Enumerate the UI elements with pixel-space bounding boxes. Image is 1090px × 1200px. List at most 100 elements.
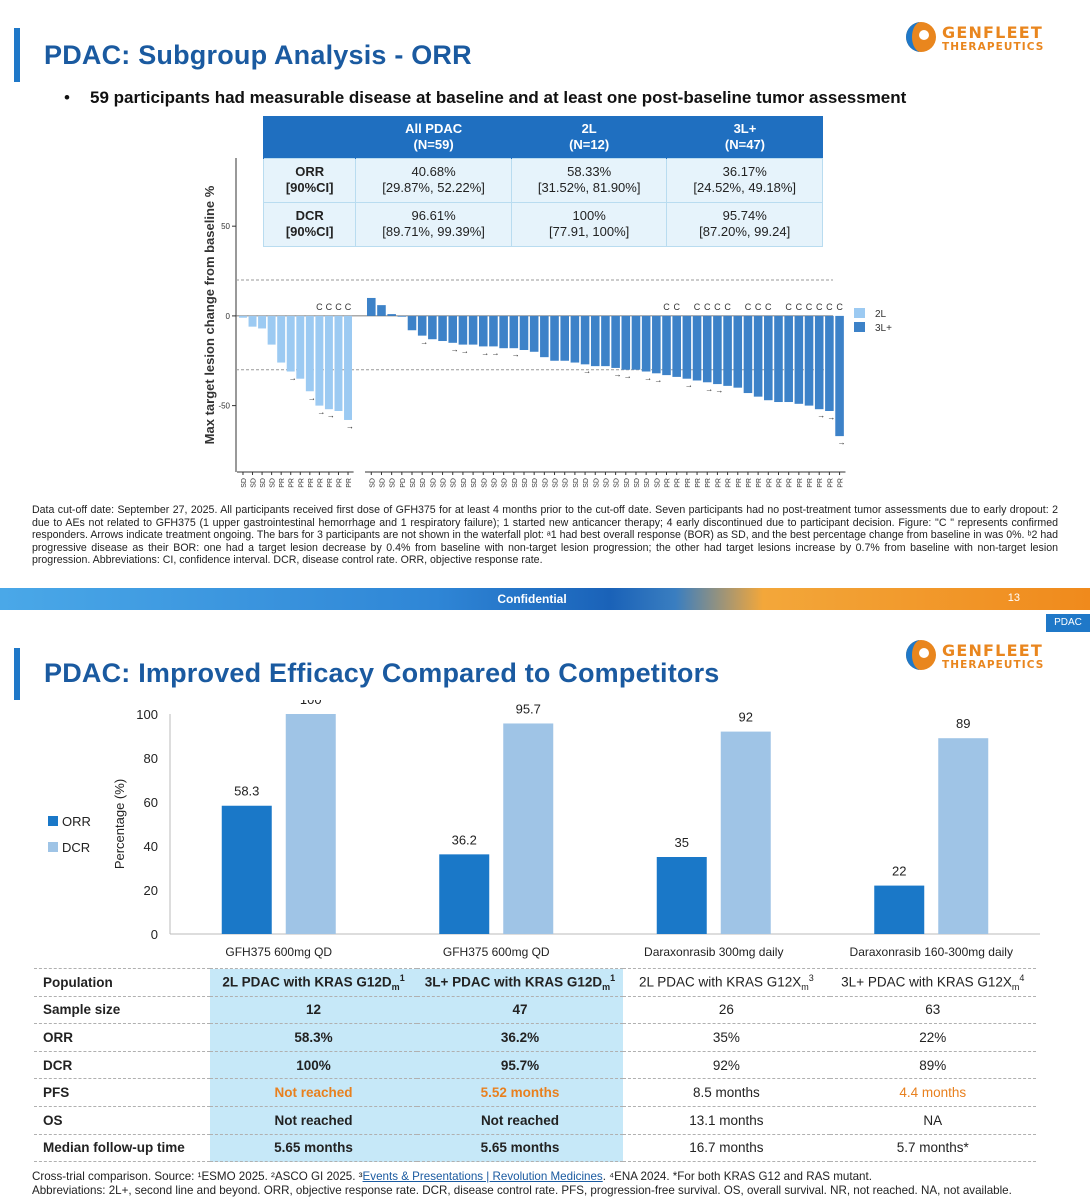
- section-tag: PDAC: [1046, 614, 1090, 632]
- waterfall-bar: [560, 315, 569, 361]
- row-label: ORR: [34, 1023, 211, 1052]
- table-cell: 3L+ PDAC with KRAS G12Xm4: [829, 968, 1036, 997]
- bar-orr: [221, 805, 272, 934]
- table-cell: 58.3%: [210, 1023, 417, 1052]
- waterfall-bar: [428, 315, 437, 340]
- waterfall-bar: [468, 315, 478, 345]
- table-cell: 36.2%: [416, 1023, 624, 1052]
- confirmed-marker: C: [785, 302, 792, 312]
- table-cell: 8.5 months: [623, 1078, 830, 1107]
- table-cell: 13.1 months: [623, 1106, 830, 1135]
- data-label: 58.3: [234, 784, 259, 799]
- summary-header-empty: [262, 116, 356, 158]
- waterfall-bar: [723, 315, 732, 386]
- x-tick-label: PR: [705, 478, 712, 488]
- waterfall-bar: [672, 315, 681, 377]
- summary-cell: 96.61% [89.71%, 99.39%]: [355, 201, 512, 247]
- sources-line: Cross-trial comparison. Source: ¹ESMO 20…: [32, 1170, 872, 1183]
- x-tick-label: SD: [379, 478, 386, 488]
- waterfall-bar: [814, 315, 824, 410]
- table-cell: 5.7 months*: [829, 1134, 1036, 1163]
- waterfall-bar: [692, 315, 702, 381]
- x-category-label: Daraxonrasib 300mg daily: [644, 945, 783, 959]
- title-accent-bar: [14, 648, 20, 700]
- table-cell: 89%: [829, 1051, 1036, 1080]
- x-tick-label: PR: [675, 478, 682, 488]
- y-axis-label: Percentage (%): [112, 779, 127, 869]
- waterfall-bar: [764, 315, 773, 401]
- waterfall-bar: [277, 315, 286, 363]
- table-cell: 2L PDAC with KRAS G12Xm3: [623, 968, 830, 997]
- row-label: OS: [34, 1106, 211, 1135]
- data-label: 36.2: [452, 832, 477, 847]
- waterfall-bar: [825, 315, 834, 411]
- table-row: DCR 100% 95.7% 92% 89%: [34, 1051, 1036, 1080]
- table-cell: 22%: [829, 1023, 1036, 1052]
- waterfall-bar: [239, 315, 247, 318]
- legend-swatch: [48, 842, 58, 852]
- data-label: 89: [956, 716, 970, 731]
- x-category-label: GFH375 600mg QD: [225, 945, 332, 959]
- confirmed-marker: C: [836, 302, 843, 312]
- waterfall-bar: [315, 315, 324, 406]
- waterfall-bar: [519, 315, 529, 350]
- waterfall-bar: [702, 315, 712, 383]
- header-label: 2L: [581, 120, 597, 136]
- bar-orr: [874, 885, 925, 934]
- table-cell: 12: [210, 996, 417, 1025]
- waterfall-bar: [804, 315, 814, 406]
- genfleet-logo: GENFLEET THERAPEUTICS: [904, 20, 1069, 62]
- logo-name: GENFLEET: [942, 641, 1043, 660]
- confirmed-marker: C: [796, 302, 803, 312]
- x-tick-label: SD: [603, 478, 610, 488]
- waterfall-bar: [580, 315, 590, 365]
- waterfall-bar: [387, 314, 396, 316]
- header-n: (N=59): [413, 136, 454, 152]
- table-cell: 16.7 months: [623, 1134, 830, 1163]
- y-axis-label: Max target lesion change from baseline %: [202, 185, 217, 444]
- table-cell: 47: [416, 996, 624, 1025]
- x-tick-label: SD: [451, 478, 458, 488]
- slide-efficacy-comparison: PDAC PDAC: Improved Efficacy Compared to…: [0, 610, 1090, 1200]
- x-tick-label: SD: [260, 478, 267, 488]
- waterfall-bar: [397, 315, 407, 317]
- bar-dcr: [285, 714, 336, 934]
- waterfall-bar: [570, 315, 580, 363]
- header-n: (N=12): [569, 136, 610, 152]
- efficacy-bar-chart: Percentage (%) 0 20 40 60 80 100 58.3 100 GFH375 …: [48, 700, 1040, 959]
- revolution-medicines-link[interactable]: Events & Presentations | Revolution Medi…: [362, 1170, 603, 1183]
- waterfall-bar: [248, 315, 257, 327]
- x-tick-label: SD: [624, 478, 631, 488]
- data-label: 95.7: [516, 701, 541, 716]
- summary-row-label: ORR [90%CI]: [262, 157, 357, 203]
- waterfall-bar: [438, 315, 447, 342]
- x-tick-label: SD: [251, 478, 258, 488]
- x-tick-label: PR: [838, 478, 845, 488]
- table-cell: Not reached: [416, 1106, 624, 1135]
- x-tick-label: PR: [807, 478, 814, 488]
- y-tick-label: 0: [151, 927, 158, 942]
- data-label: 92: [739, 710, 753, 725]
- waterfall-bar: [448, 315, 458, 343]
- legend-label: DCR: [62, 840, 90, 855]
- data-label: 22: [892, 864, 906, 879]
- x-tick-label: PR: [279, 478, 286, 488]
- x-tick-label: PR: [827, 478, 834, 488]
- waterfall-bar: [344, 315, 352, 420]
- bar-dcr: [720, 731, 771, 934]
- waterfall-bar: [550, 315, 559, 361]
- waterfall-bar: [753, 315, 763, 397]
- table-cell: 35%: [623, 1023, 830, 1052]
- table-cell: 100%: [210, 1051, 417, 1080]
- bar-orr: [656, 857, 707, 934]
- waterfall-bar: [784, 315, 793, 403]
- table-cell: 95.7%: [416, 1051, 624, 1080]
- x-tick-label: SD: [583, 478, 590, 488]
- confidential-footer-bar: Confidential 13: [0, 588, 1090, 610]
- legend-label: 3L+: [875, 323, 892, 334]
- waterfall-bar: [652, 315, 661, 374]
- summary-row-label: DCR [90%CI]: [262, 201, 357, 247]
- table-cell: Not reached: [210, 1078, 417, 1107]
- legend-label: 2L: [875, 309, 887, 320]
- table-cell: 5.65 months: [416, 1134, 624, 1163]
